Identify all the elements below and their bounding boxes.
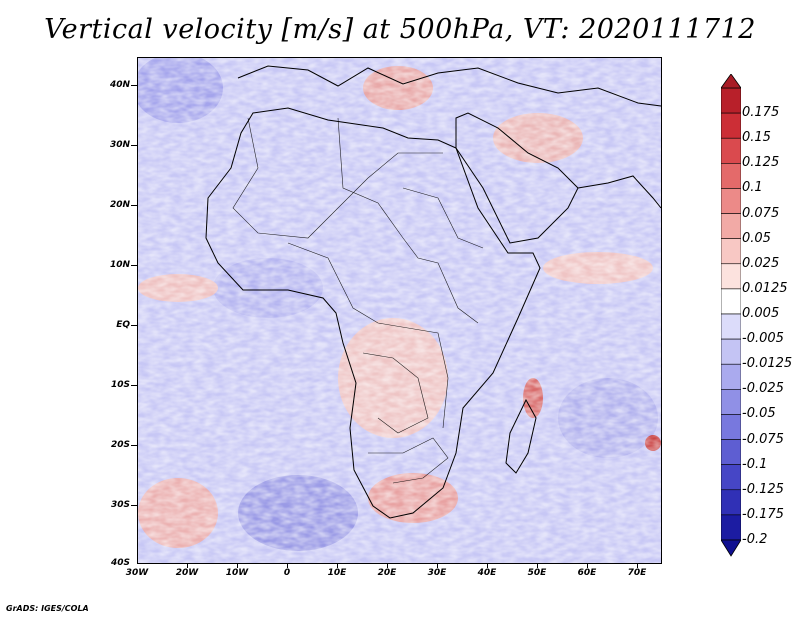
coastlines	[205, 65, 661, 519]
colorbar-top-arrow	[721, 74, 741, 89]
colorbar-swatch	[721, 137, 741, 164]
country-borders	[232, 117, 484, 484]
colorbar-swatch	[721, 464, 741, 491]
lat-tick	[131, 505, 137, 506]
lon-label: 10E	[327, 568, 347, 578]
colorbar-swatch	[721, 188, 741, 214]
colorbar-label: 0.005	[742, 306, 780, 321]
lat-tick	[131, 265, 137, 266]
colorbar	[721, 74, 741, 557]
colorbar-swatch	[721, 213, 741, 239]
lat-label: 10S	[110, 380, 130, 390]
lon-label: 40E	[477, 568, 497, 578]
colorbar-swatch	[721, 439, 741, 465]
lon-label: 60E	[577, 568, 597, 578]
lat-tick	[131, 145, 137, 146]
lon-label: 30W	[125, 568, 149, 578]
colorbar-label: 0.15	[742, 130, 771, 146]
colorbar-bottom-arrow	[721, 539, 741, 557]
lat-tick	[131, 445, 137, 446]
colorbar-label: -0.025	[742, 381, 784, 397]
lon-label: 20W	[175, 568, 199, 578]
colorbar-label: -0.1	[742, 456, 768, 472]
lon-tick	[637, 563, 638, 568]
colorbar-swatch	[721, 338, 741, 365]
colorbar-swatch	[721, 489, 741, 516]
madagascar-coastline	[505, 398, 537, 474]
colorbar-label: -0.2	[742, 532, 768, 547]
lat-tick	[131, 85, 137, 86]
lat-label: 10N	[109, 260, 130, 270]
map-title: Vertical velocity [m/s] at 500hPa, VT: 2…	[44, 14, 756, 45]
map-panel	[137, 57, 662, 564]
colorbar-label: 0.05	[742, 230, 771, 246]
lon-label: 10W	[225, 568, 249, 578]
lon-tick	[387, 563, 388, 568]
colorbar-label: 0.125	[742, 155, 780, 171]
lat-label: EQ	[116, 320, 130, 330]
lat-tick	[131, 205, 137, 206]
colorbar-swatch	[721, 238, 741, 265]
arabia-coastline	[455, 112, 579, 244]
lat-label: 20N	[109, 200, 130, 210]
lon-tick	[487, 563, 488, 568]
lon-label: 0	[283, 568, 291, 578]
colorbar-swatch	[721, 112, 741, 139]
lon-label: 50E	[527, 568, 547, 578]
colorbar-swatch	[721, 87, 741, 114]
lat-label: 30N	[109, 140, 130, 150]
colorbar-label: 0.0125	[742, 280, 788, 296]
grads-credit: GrADS: IGES/COLA	[6, 604, 89, 613]
lat-label: 20S	[110, 440, 130, 450]
colorbar-label: -0.005	[742, 331, 784, 347]
colorbar-swatch	[721, 514, 741, 541]
colorbar-label: 0.025	[742, 255, 780, 271]
colorbar-label: -0.05	[742, 406, 776, 422]
colorbar-swatch	[721, 363, 741, 390]
colorbar-label: -0.075	[742, 431, 784, 447]
colorbar-label: -0.125	[742, 481, 784, 497]
colorbar-label: 0.075	[742, 205, 780, 221]
africa-coastline	[205, 107, 541, 519]
lon-label: 70E	[627, 568, 647, 578]
vertical-velocity-field	[138, 58, 661, 563]
lat-label: 30S	[110, 500, 130, 510]
lon-tick	[337, 563, 338, 568]
lat-tick	[131, 325, 137, 326]
lon-label: 20E	[377, 568, 397, 578]
colorbar-swatch	[721, 389, 741, 415]
lon-tick	[587, 563, 588, 568]
lat-tick	[131, 385, 137, 386]
colorbar-swatch	[721, 288, 741, 315]
colorbar-swatch	[721, 414, 741, 440]
field-texture	[138, 58, 661, 563]
lon-tick	[437, 563, 438, 568]
colorbar-label: -0.175	[742, 506, 784, 522]
colorbar-label: 0.1	[742, 180, 763, 196]
asia-coastline	[577, 175, 661, 209]
colorbar-swatch	[721, 263, 741, 290]
lat-label: 40S	[110, 558, 130, 568]
europe-coastline	[237, 65, 661, 107]
colorbar-label: -0.0125	[742, 356, 793, 372]
lon-tick	[537, 563, 538, 568]
colorbar-swatch	[721, 163, 741, 189]
lon-tick	[287, 563, 288, 568]
colorbar-label: 0.175	[742, 105, 780, 121]
lon-label: 30E	[427, 568, 447, 578]
lat-label: 40N	[109, 80, 130, 90]
colorbar-swatch	[721, 313, 741, 340]
lon-tick	[237, 563, 238, 568]
lon-tick	[187, 563, 188, 568]
